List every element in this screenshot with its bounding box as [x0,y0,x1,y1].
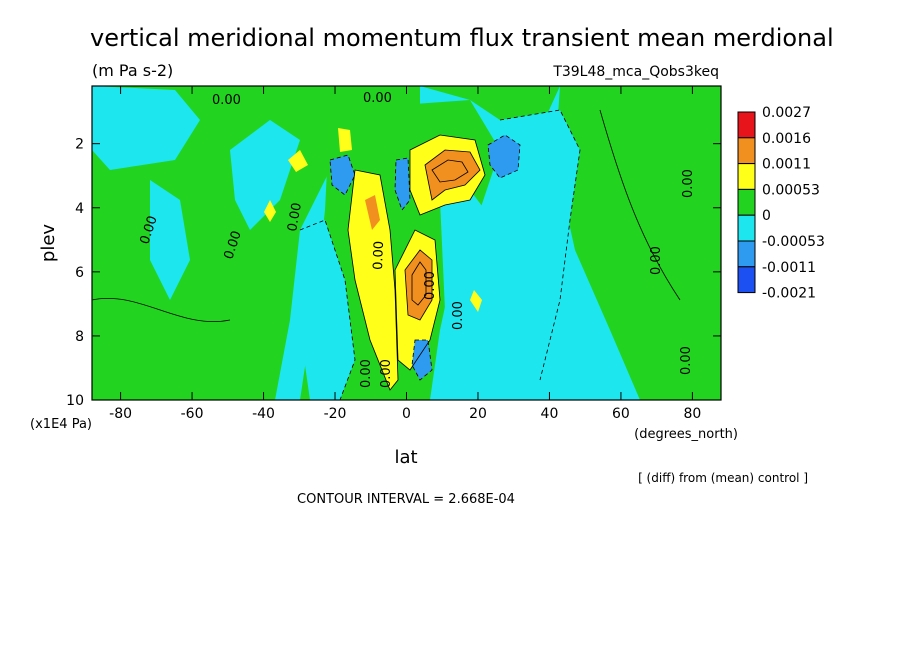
field-negative-pocket-1 [92,86,200,170]
x-tick-label: 20 [469,406,487,422]
contour-label: 0.00 [679,346,694,375]
x-tick-label: -80 [109,406,132,422]
contour-lines-negative [299,109,581,400]
x-axis-label: lat [394,447,417,468]
colorbar-swatch [737,163,756,190]
colorbar-label: -0.0021 [762,286,816,302]
field-negative-pocket-6 [500,110,580,390]
field-positive-mid-small-2 [338,128,352,152]
run-id-label: T39L48_mca_Qobs3keq [552,64,719,80]
y-tick-label: 6 [75,265,84,281]
x-axis: -80 -60 -40 -20 0 20 40 60 80 [109,86,701,422]
colorbar-label: -0.0011 [762,260,816,276]
colorbar-swatch [737,188,756,216]
colorbar-swatch [737,111,756,139]
field-negative-mid-center [395,158,410,210]
field-positive-mid-small-3 [470,290,482,312]
contour-label: 0.00 [649,246,664,275]
x-tick-label: 60 [612,406,630,422]
y-tick-label: 10 [66,393,84,409]
field-positive-high-west [365,195,380,230]
y-tick-label: 8 [75,329,84,345]
diff-note: [ (diff) from (mean) control ] [638,471,808,485]
colorbar-swatch [737,266,756,294]
contour-labels: 0.00 0.00 0.00 0.00 0.00 0.00 0.00 0.00 … [138,91,696,388]
contour-label: 0.00 [379,359,394,388]
y-tick-label: 4 [75,201,84,217]
contour-label: 0.00 [363,91,392,106]
field-negative-pocket-2 [150,180,190,300]
colorbar-swatch [737,214,756,242]
x-tick-label: 80 [683,406,701,422]
field-negative-mid-south [412,340,432,380]
colorbar-swatch [737,137,756,165]
field-positive-mid-small-4 [264,200,276,222]
contour-label: 0.00 [681,169,696,198]
contour-label: 0.00 [285,202,305,233]
colorbar: 0.0027 0.0016 0.0011 0.00053 0 -0.00053 -0.001… [737,105,825,302]
field-negative-pocket-4 [300,220,355,400]
field-positive-mid-west [348,170,398,390]
contour-label: 0.00 [212,93,241,108]
colorbar-swatch [737,240,756,268]
contour-label: 0.00 [359,359,374,388]
y-tick-label: 2 [75,137,84,153]
contour-field: 0.00 0.00 0.00 0.00 0.00 0.00 0.00 0.00 … [92,86,721,400]
colorbar-label: 0.0027 [762,105,811,121]
x-tick-label: -60 [181,406,204,422]
colorbar-label: 0.00053 [762,182,820,198]
contour-interval-label: CONTOUR INTERVAL = 2.668E-04 [297,492,515,507]
contour-label: 0.00 [371,241,387,270]
field-positive-low-east [555,86,721,400]
colorbar-label: 0 [762,208,771,224]
field-negative-pocket-3 [230,120,300,230]
x-tick-label: 0 [402,406,411,422]
field-positive-mid-small-1 [288,150,308,172]
contour-lines [92,109,681,391]
x-tick-label: -20 [324,406,347,422]
field-positive-low-west [92,86,420,400]
contour-label: 0.00 [451,301,466,330]
y-axis-units: (x1E4 Pa) [30,417,92,432]
colorbar-label: 0.0011 [762,157,811,173]
chart-title: vertical meridional momentum flux transi… [90,24,834,52]
x-axis-units: (degrees_north) [634,427,738,442]
colorbar-label: 0.0016 [762,131,811,147]
x-tick-label: -40 [252,406,275,422]
chart-units: (m Pa s-2) [92,61,173,80]
field-negative-mid-northeast [488,135,520,178]
field-positive-high-north [425,150,480,200]
y-axis-label: plev [38,224,59,263]
x-tick-label: 40 [541,406,559,422]
colorbar-label: -0.00053 [762,234,825,250]
contour-label: 0.00 [423,271,438,300]
y-axis: 2 4 6 8 10 [66,137,721,409]
field-positive-high-central [405,250,432,320]
field-negative-mid-northwest [330,155,355,195]
